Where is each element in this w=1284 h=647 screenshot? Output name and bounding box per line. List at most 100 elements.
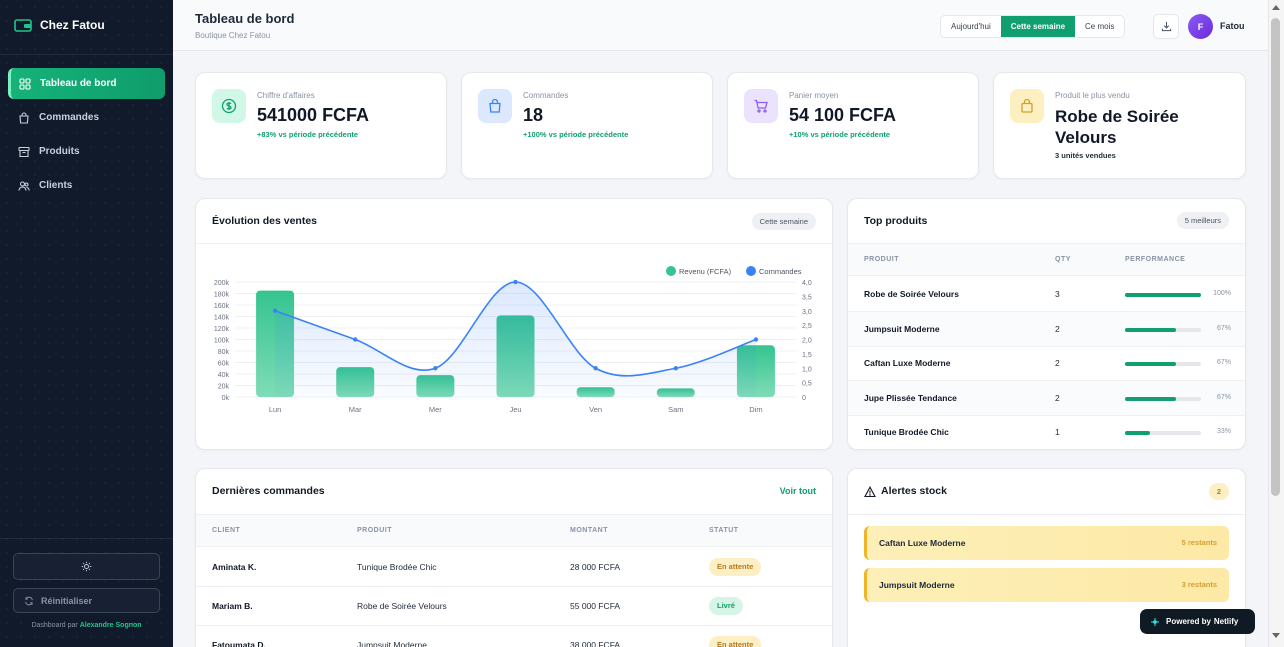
product-qty: 2 <box>1055 392 1060 403</box>
table-row[interactable]: Caftan Luxe Moderne 2 67% <box>848 346 1245 382</box>
sidebar-item-clients[interactable]: Clients <box>8 170 165 201</box>
count-badge: 5 meilleurs <box>1176 212 1229 229</box>
divider <box>848 514 1245 515</box>
legend-revenue-swatch <box>666 266 676 276</box>
performance-percent: 33% <box>1216 428 1231 436</box>
sidebar-item-dashboard[interactable]: Tableau de bord <box>8 68 165 99</box>
reset-label: Réinitialiser <box>41 595 93 606</box>
orders-point-dim <box>753 337 759 342</box>
stock-alert-item[interactable]: Jumpsuit Moderne 3 restants <box>864 568 1229 602</box>
table-header: PRODUIT QTY PERFORMANCE <box>848 243 1245 276</box>
x-tick-label: Mer <box>429 405 442 414</box>
y-left-tick-label: 20k <box>218 384 230 391</box>
kpi-value: 541000 FCFA <box>257 105 370 125</box>
x-tick-label: Lun <box>269 405 282 414</box>
table-row[interactable]: Jupe Plissée Tendance 2 67% <box>848 380 1245 416</box>
legend-revenue-label: Revenu (FCFA) <box>679 267 732 276</box>
sidebar-nav: Tableau de bord Commandes Produits Clien… <box>8 68 165 204</box>
y-left-tick-label: 0k <box>222 395 230 402</box>
dollar-icon <box>221 98 237 114</box>
kpi-card-orders: Commandes 18 +100% vs période précédente <box>461 72 713 179</box>
orders-point-mar <box>353 337 358 342</box>
product-qty: 3 <box>1055 289 1060 299</box>
user-name[interactable]: Fatou <box>1220 21 1245 31</box>
users-icon <box>18 180 30 191</box>
product-name: Jumpsuit Moderne <box>864 323 940 334</box>
performance-bar <box>1125 431 1201 436</box>
download-icon <box>1161 21 1171 32</box>
legend-orders-label: Commandes <box>759 267 802 276</box>
kpi-delta: +83% vs période précédente <box>257 130 359 139</box>
avatar[interactable]: F <box>1188 14 1213 39</box>
kpi-delta: +100% vs période précédente <box>523 130 629 139</box>
archive-icon <box>18 146 30 157</box>
kpi-label: Produit le plus vendu <box>1055 91 1130 100</box>
period-week-button[interactable]: Cette semaine <box>1000 16 1076 37</box>
table-row[interactable]: Aminata K. Tunique Brodée Chic 28 000 FCFA… <box>196 548 832 587</box>
table-row[interactable]: Jumpsuit Moderne 2 67% <box>848 311 1245 347</box>
kpi-delta: +10% vs période précédente <box>789 130 891 139</box>
orders-point-lun <box>272 308 278 313</box>
column-header: CLIENT <box>212 527 241 534</box>
table-header: CLIENT PRODUIT MONTANT STATUT <box>196 514 832 547</box>
netlify-prefix: Powered by <box>1166 617 1211 626</box>
table-row[interactable]: Fatoumata D. Jumpsuit Moderne 38 000 FCFA E… <box>196 626 832 647</box>
refresh-icon <box>25 596 33 605</box>
product-name: Jupe Plissée Tendance <box>864 392 957 403</box>
sidebar: Chez Fatou Tableau de bord Commandes Pro… <box>0 0 173 647</box>
y-left-tick-label: 60k <box>218 361 230 368</box>
x-tick-label: Ven <box>589 405 602 414</box>
performance-bar-fill <box>1125 431 1151 436</box>
product-qty: 1 <box>1055 427 1060 438</box>
stock-alert-item[interactable]: Caftan Luxe Moderne 5 restants <box>864 526 1229 560</box>
cart-icon <box>754 99 768 113</box>
sales-chart: 0k 20k 40k 60k 80k 100k 120k 140k 160k 180k 200k 0 0… <box>214 266 812 414</box>
brand-name: Chez Fatou <box>40 18 105 32</box>
warning-icon <box>864 486 876 498</box>
product-qty: 2 <box>1055 323 1060 334</box>
column-header: PERFORMANCE <box>1125 256 1186 263</box>
bag-icon <box>1021 98 1033 113</box>
kpi-units: 3 unités vendues <box>1055 151 1116 160</box>
product-name: Robe de Soirée Velours <box>864 289 959 299</box>
table-row[interactable]: Mariam B. Robe de Soirée Velours 55 000 FC… <box>196 587 832 626</box>
card-title: Top produits <box>864 215 928 227</box>
order-client: Fatoumata D. <box>212 640 266 647</box>
period-month-button[interactable]: Ce mois <box>1085 22 1115 31</box>
netlify-badge[interactable]: Powered by Netlify <box>1140 609 1255 634</box>
reset-button[interactable]: Réinitialiser <box>13 588 160 613</box>
order-product: Tunique Brodée Chic <box>357 562 437 572</box>
netlify-icon <box>1151 617 1159 626</box>
sidebar-item-products[interactable]: Produits <box>8 136 165 167</box>
y-right-tick-label: 2,5 <box>802 323 812 330</box>
sidebar-item-label: Commandes <box>39 112 100 123</box>
kpi-icon-box <box>212 89 246 123</box>
performance-percent: 67% <box>1216 393 1231 401</box>
performance-bar-fill <box>1125 327 1176 332</box>
divider <box>0 538 173 539</box>
sidebar-item-label: Tableau de bord <box>40 78 117 89</box>
kpi-label: Panier moyen <box>789 91 839 100</box>
period-today-button[interactable]: Aujourd'hui <box>951 22 991 31</box>
y-right-tick-label: 1,5 <box>802 352 812 359</box>
brand[interactable]: Chez Fatou <box>14 18 105 32</box>
scrollbar-thumb[interactable] <box>1271 18 1280 496</box>
kpi-label: Chiffre d'affaires <box>257 91 315 100</box>
y-right-tick-label: 4,0 <box>802 280 812 287</box>
table-row[interactable]: Robe de Soirée Velours 3 100% <box>848 277 1245 312</box>
y-right-tick-label: 2,0 <box>802 338 812 345</box>
download-button[interactable] <box>1153 14 1179 39</box>
sidebar-item-orders[interactable]: Commandes <box>8 102 165 133</box>
y-right-tick-label: 1,0 <box>802 366 812 373</box>
alert-product-name: Jumpsuit Moderne <box>879 580 955 590</box>
divider <box>0 54 173 55</box>
view-all-link[interactable]: Voir tout <box>779 486 816 496</box>
theme-toggle-button[interactable] <box>13 553 160 580</box>
scroll-up-icon[interactable] <box>1272 5 1280 10</box>
y-left-tick-label: 140k <box>214 315 230 322</box>
scroll-down-icon[interactable] <box>1272 633 1280 638</box>
credit-author[interactable]: Alexandre Sognon <box>79 622 142 629</box>
orders-card: Dernières commandes Voir tout CLIENT PRO… <box>195 468 833 647</box>
table-row[interactable]: Tunique Brodée Chic 1 33% <box>848 415 1245 449</box>
column-header: PRODUIT <box>864 256 899 263</box>
